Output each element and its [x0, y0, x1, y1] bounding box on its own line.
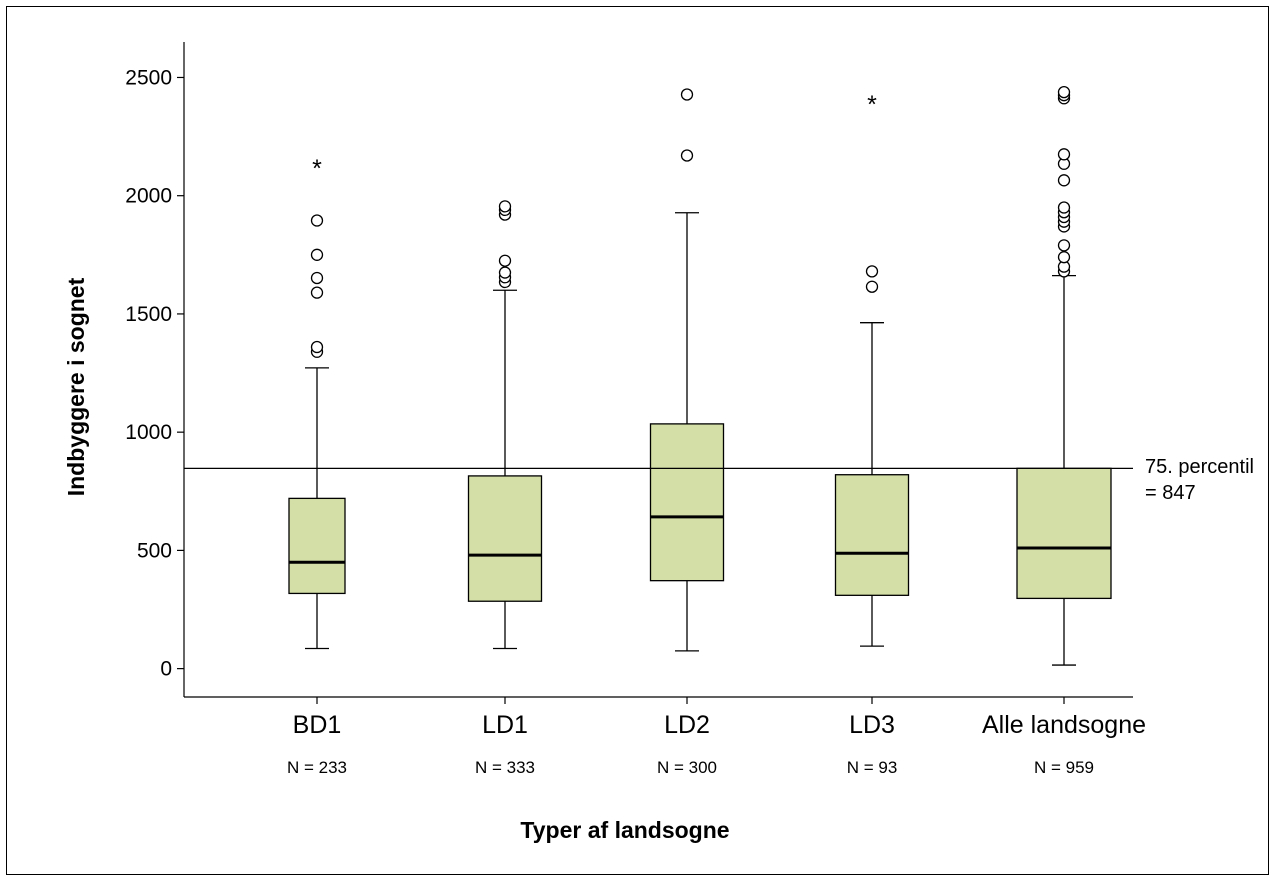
- box-group: LD1 N = 333: [467, 200, 543, 777]
- n-label: N = 333: [475, 758, 535, 777]
- reference-line-group: 75. percentil = 847: [184, 456, 1254, 504]
- reference-label-line1: 75. percentil: [1145, 456, 1254, 478]
- box-group: * BD1 N = 233: [287, 155, 347, 777]
- outlier-point: [1057, 85, 1071, 99]
- outlier-point: [865, 280, 879, 293]
- y-axis-label: Indbyggere i sognet: [63, 277, 89, 496]
- n-label: N = 233: [287, 758, 347, 777]
- y-tick-label: 1000: [125, 421, 172, 444]
- interquartile-box: [834, 474, 910, 596]
- y-tick-label: 0: [160, 658, 172, 681]
- boxes: * BD1 N = 233 LD1 N = 333 LD2 N = 300 * LD3 N = 9…: [287, 85, 1146, 777]
- outlier-point: [1057, 251, 1071, 264]
- interquartile-box: [1016, 467, 1112, 600]
- n-label: N = 959: [1034, 758, 1094, 777]
- interquartile-box: [288, 497, 346, 595]
- outlier-point: [310, 248, 324, 261]
- outlier-point: [310, 214, 324, 227]
- axes: 0 500 1000 1500 2000 2500: [125, 42, 1133, 698]
- category-label: BD1: [293, 711, 342, 739]
- n-label: N = 300: [657, 758, 717, 777]
- outlier-point: [680, 88, 694, 101]
- outlier-point: [310, 286, 324, 299]
- outlier-point: [1057, 239, 1071, 252]
- outlier-point: [680, 149, 694, 162]
- category-label: Alle landsogne: [982, 711, 1146, 739]
- chart-frame: [6, 6, 1269, 875]
- extreme-point: *: [867, 91, 877, 119]
- category-label: LD3: [849, 711, 895, 739]
- outlier-point: [498, 266, 512, 279]
- outlier-point: [498, 254, 512, 267]
- category-label: LD1: [482, 711, 528, 739]
- y-tick-label: 1500: [125, 303, 172, 326]
- reference-label-line2: = 847: [1145, 482, 1196, 504]
- interquartile-box: [467, 475, 543, 602]
- outlier-point: [1057, 201, 1071, 214]
- y-tick-label: 2500: [125, 66, 172, 89]
- outlier-point: [865, 265, 879, 278]
- box-group: * LD3 N = 93: [834, 91, 910, 777]
- x-axis-label: Typer af landsogne: [520, 817, 729, 843]
- y-tick-label: 500: [137, 539, 172, 562]
- box-group: Alle landsogne N = 959: [982, 85, 1146, 777]
- n-label: N = 93: [847, 758, 898, 777]
- outlier-point: [310, 271, 324, 285]
- category-label: LD2: [664, 711, 710, 739]
- extreme-point: *: [312, 155, 322, 183]
- y-tick-label: 2000: [125, 185, 172, 208]
- outlier-point: [1057, 174, 1071, 187]
- outlier-point: [1057, 148, 1071, 161]
- interquartile-box: [649, 423, 725, 582]
- box-group: LD2 N = 300: [649, 88, 725, 777]
- outlier-point: [498, 200, 512, 213]
- outlier-point: [310, 340, 324, 354]
